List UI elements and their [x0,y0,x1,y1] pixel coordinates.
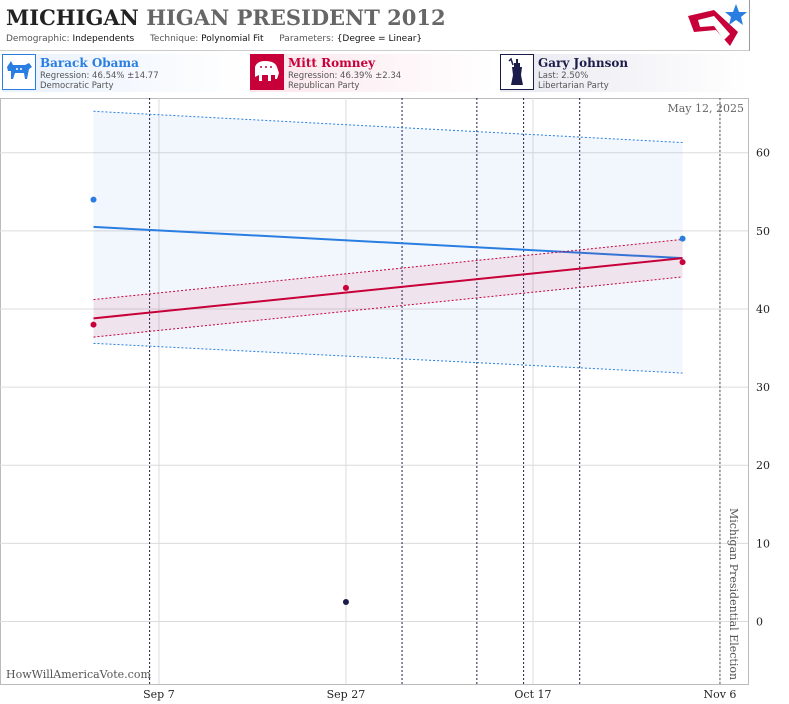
band-lower-line [93,276,683,338]
parameters-value: {Degree = Linear} [336,34,423,44]
demographic-value: Independents [72,34,135,44]
candidate-party: Libertarian Party [538,81,609,91]
title-state: MICHIGAN [6,5,139,30]
header: MICHIGAN HIGAN PRESIDENT 2012 Demographi… [0,0,750,51]
y-tick-label: 60 [756,147,770,160]
title-rest: HIGAN PRESIDENT 2012 [146,5,446,30]
y-tick-label: 20 [756,459,770,472]
donkey-icon [2,54,36,90]
elephant-icon [250,54,284,90]
watermark: HowWillAmericaVote.com [6,668,151,681]
poll-chart: 0 10 20 30 40 50 60 Sep 7 Sep 27 Oct 17 Nov 6 May 1… [0,98,770,701]
candidate-stat: Regression: 46.39% ±2.34 [288,71,402,81]
regression-line [93,257,683,320]
plot-frame [0,98,749,685]
election-label: Michigan Presidential Election [727,508,740,680]
candidate-stat: Regression: 46.54% ±14.77 [40,71,159,81]
y-tick-label: 40 [756,303,770,316]
candidate-party: Republican Party [288,81,360,91]
poll-point [342,284,349,291]
meta-line: Demographic: Independents Technique: Pol… [6,34,422,44]
technique-label: Technique: [149,34,199,44]
candidate-stat: Last: 2.50% [538,71,589,81]
band-upper-line [93,238,683,301]
x-tick-label: Sep 27 [327,688,366,701]
poll-point [90,321,97,328]
candidate-legend: Barack Obama Regression: 46.54% ±14.77 D… [0,52,789,94]
y-tick-label: 0 [756,615,763,628]
page-title: MICHIGAN HIGAN PRESIDENT 2012 [6,5,446,30]
poll-point [679,235,686,242]
poll-point [90,196,97,203]
y-tick-label: 30 [756,381,770,394]
regression-line [93,225,683,260]
poll-point [679,259,686,266]
poll-point [342,598,349,605]
y-tick-label: 10 [756,537,770,550]
date-stamp: May 12, 2025 [667,102,744,115]
candidate-romney[interactable]: Mitt Romney Regression: 46.39% ±2.34 Rep… [250,54,496,92]
x-tick-label: Oct 17 [514,688,551,701]
x-tick-label: Sep 7 [143,688,175,701]
candidate-obama[interactable]: Barack Obama Regression: 46.54% ±14.77 D… [2,54,246,92]
candidate-party: Democratic Party [40,81,114,91]
candidate-name: Mitt Romney [288,56,376,70]
candidate-name: Gary Johnson [538,56,629,70]
candidate-name: Barack Obama [40,56,139,70]
star-logo-icon [688,4,747,46]
parameters-label: Parameters: [279,34,334,44]
candidate-johnson[interactable]: Gary Johnson Last: 2.50% Libertarian Par… [500,54,748,92]
y-tick-label: 50 [756,225,770,238]
demographic-label: Demographic: [6,34,70,44]
technique-value: Polynomial Fit [201,34,264,44]
x-tick-label: Nov 6 [703,688,736,701]
liberty-statue-icon [500,54,534,90]
